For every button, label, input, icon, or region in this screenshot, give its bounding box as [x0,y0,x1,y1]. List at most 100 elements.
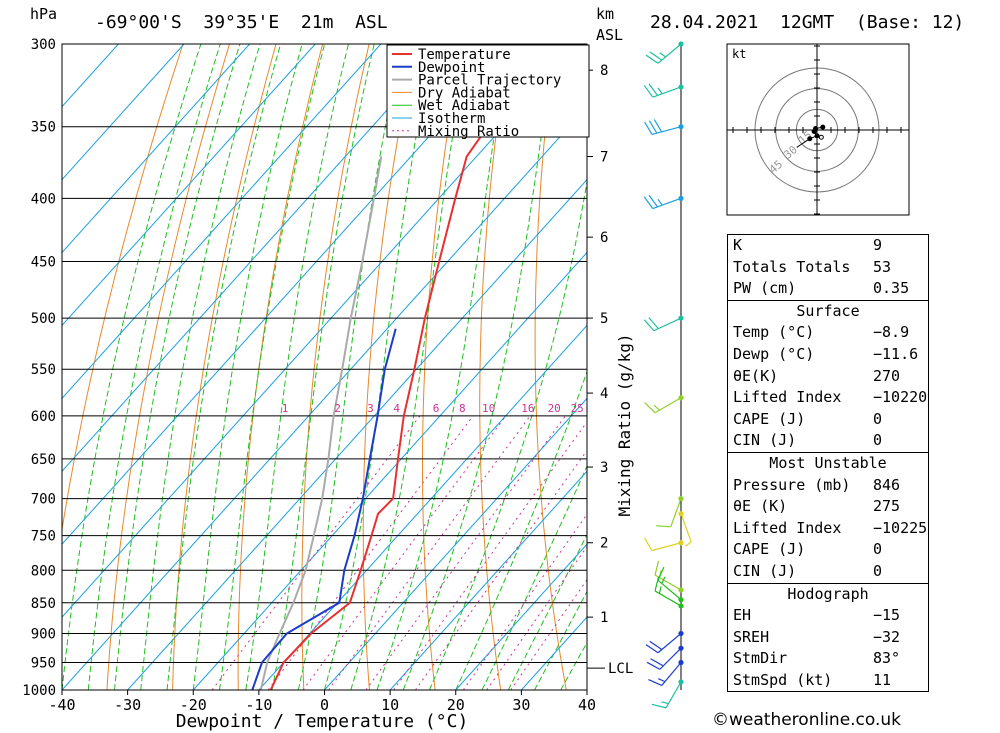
legend-entry: Temperature [418,47,511,63]
index-row: θE(K) 270 [728,366,928,388]
wet-adiabat-line [481,464,587,690]
wind-barb [651,679,684,709]
mixing-ratio-label: 6 [433,402,440,415]
index-row: CAPE (J) 0 [728,539,928,561]
index-row: CIN (J) 0 [728,430,928,452]
x-tick-label: 20 [447,696,465,714]
wind-barbs [643,41,692,709]
index-label: K [733,236,743,254]
mixing-ratio-line [302,415,507,690]
x-tick-label: -40 [48,696,75,714]
index-value: 0 [873,540,883,559]
x-tick-label: 40 [578,696,596,714]
wind-barb [654,576,684,609]
mixing-ratio-label: 20 [548,402,561,415]
copyright-link[interactable]: ©weatheronline.co.uk [712,710,902,730]
wind-barb [644,119,684,136]
index-row: StmDir 83° [728,648,928,670]
wet-adiabat-line [455,370,587,690]
hodograph-point [811,128,817,134]
index-value: 83° [873,649,901,668]
index-row: EH −15 [728,605,928,627]
x-tick-label: -20 [180,696,207,714]
legend-entry: Dry Adiabat [418,85,511,101]
most-unstable-block: Most Unstable Pressure (mb) 846 θE (K) 275 L… [728,451,928,583]
plot-frame [61,43,588,691]
mixing-ratio-labels: 1 2 3 4 6 8 10 16 20 25 [282,402,584,415]
mixing-ratio-label: 10 [482,402,495,415]
km-tick-label: 3 [600,460,608,476]
wet-adiabat-line [245,44,349,690]
mixing-ratio-label: 3 [367,402,374,415]
hodograph-ring-label: 15 [796,128,815,146]
index-label: StmSpd (kt) [733,670,833,689]
isotherm-line [62,44,251,254]
height-unit-km: km [596,5,614,23]
parcel-trajectory-line [259,156,383,690]
pressure-unit-label: hPa [30,5,57,23]
pressure-tick-label: 400 [31,191,56,207]
index-label: CIN (J) [733,561,797,580]
isotherm-line [62,44,119,108]
isotherms [62,44,587,690]
pressure-tick-label: 750 [31,529,56,545]
wet-adiabat-line [429,178,587,690]
hodograph-stats-block: Hodograph EH −15 SREH −32 StmDir 83° StmSpd (k… [728,582,928,692]
index-value: 275 [873,497,901,516]
index-value: −10220 [873,388,928,407]
km-tick-label: 2 [600,536,608,552]
dry-adiabat-line [972,26,1000,690]
isotherm-line [389,470,587,690]
hodograph-unit: kt [732,47,746,61]
km-tick-label: 7 [600,150,608,166]
mixing-ratio-label: 1 [282,402,289,415]
temperature-line [269,44,538,690]
mixing-ratio-line [267,415,474,690]
wind-barb [648,659,684,687]
wind-barb [646,645,684,670]
dry-adiabat-line [301,44,370,690]
index-label: SREH [733,627,770,646]
indices-block: K 9 Totals Totals 53 PW (cm) 0.35 [728,235,928,300]
isotherm-line [62,105,587,690]
index-value: 11 [873,670,892,689]
wind-barb [644,395,684,414]
index-row: θE (K) 275 [728,496,928,518]
index-label: EH [733,606,752,625]
index-value: 0 [873,409,883,428]
index-value: 53 [873,257,892,276]
wet-adiabat-line [507,533,587,690]
mixing-ratio-line [365,415,566,690]
pressure-tick-label: 450 [31,255,56,271]
most-unstable-header: Most Unstable [769,453,887,472]
isotherm-line [127,178,587,690]
wind-barb [643,83,684,98]
index-row: SREH −32 [728,627,928,649]
height-unit-asl: ASL [596,26,623,44]
index-label: θE (K) [733,497,788,516]
mixing-ratio-label: 4 [393,402,400,415]
pressure-tick-label: 1000 [22,683,56,699]
dry-adiabat-line [237,44,324,690]
index-value: 0 [873,431,883,450]
pressure-tick-label: 900 [31,626,56,642]
legend-entry: Mixing Ratio [418,124,519,140]
wet-adiabat-line [62,44,202,690]
indices-table: K 9 Totals Totals 53 PW (cm) 0.35 Surface Tem… [727,234,929,693]
date-title: 28.04.2021 12GMT (Base: 12) [650,12,964,33]
wet-adiabat-line [534,590,587,690]
legend-box [386,44,590,138]
temperature-axis: -40 -30 -20 -10 0 10 20 30 40 [48,690,596,714]
index-row: Totals Totals 53 [728,257,928,279]
index-label: CAPE (J) [733,540,806,559]
pressure-tick-label: 350 [31,120,56,136]
index-label: Lifted Index [733,388,842,407]
isotherm-line [62,44,513,545]
lcl-label: LCL [608,661,633,677]
sounding-traces [251,44,538,690]
legend-entry: Wet Adiabat [418,98,511,114]
index-value: 846 [873,475,901,494]
mixing-ratio-label: 8 [459,402,466,415]
dry-adiabat-line [62,44,184,533]
